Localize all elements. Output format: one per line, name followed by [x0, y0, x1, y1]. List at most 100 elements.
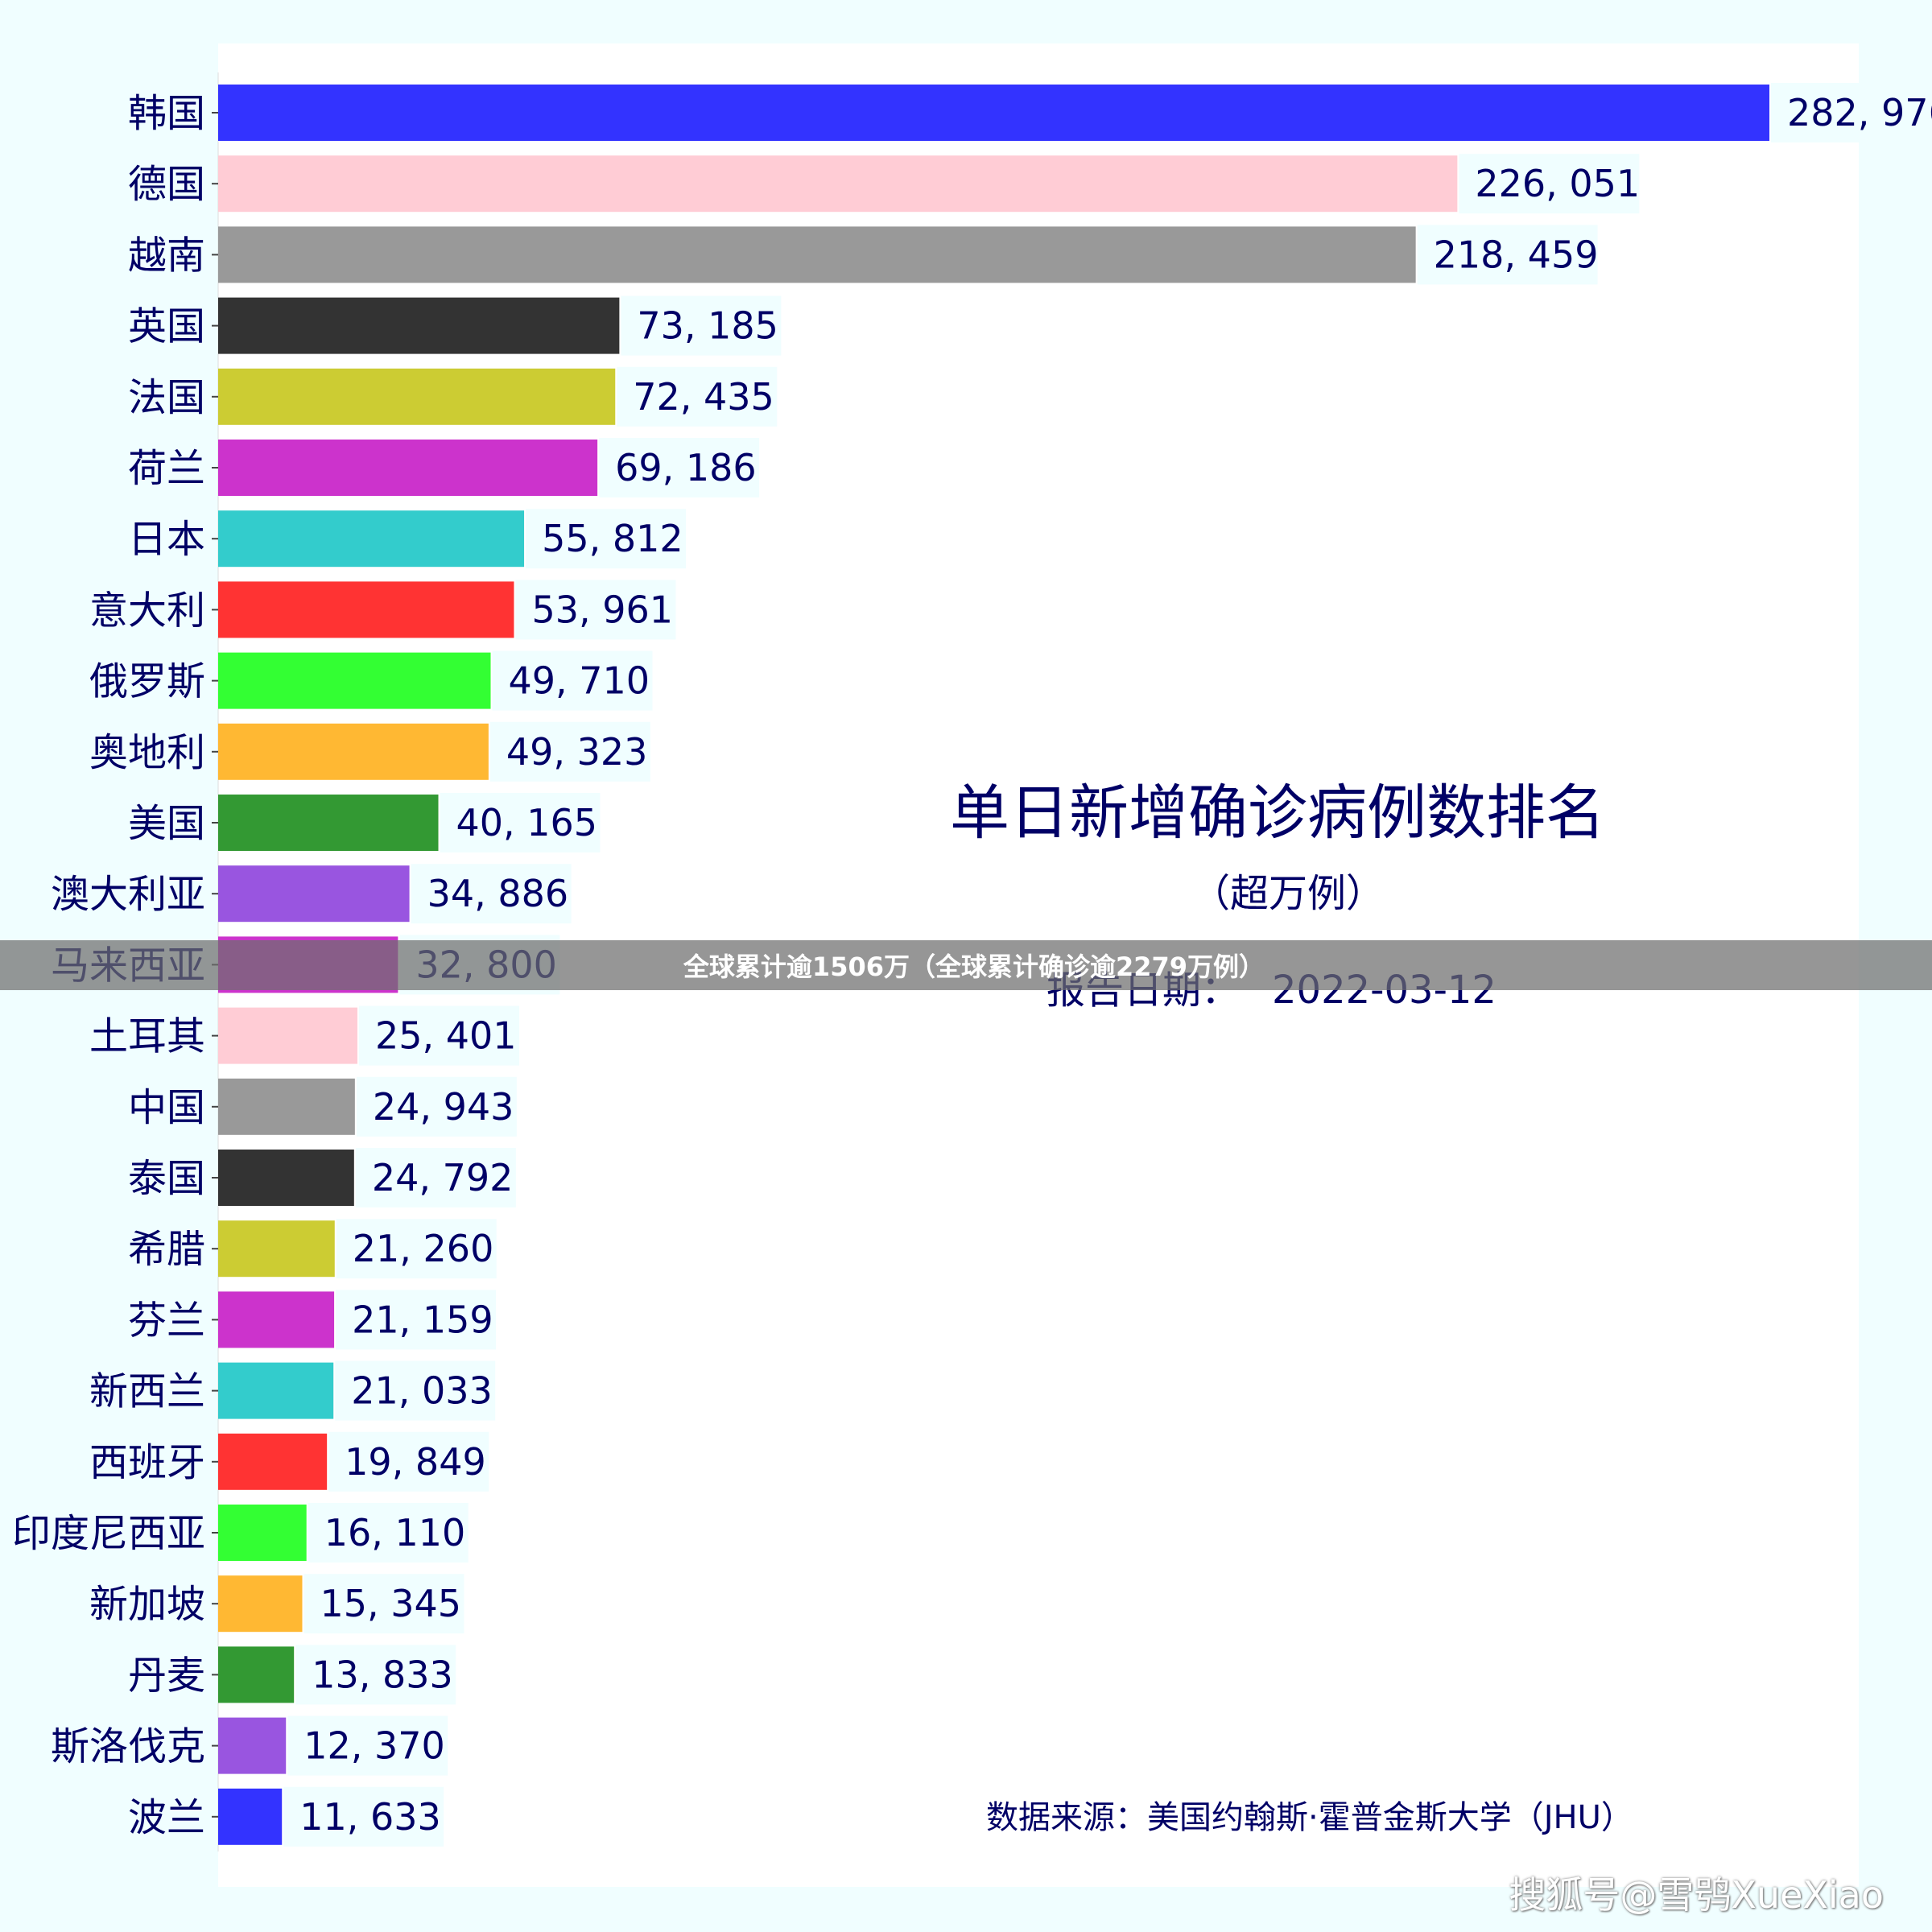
category-label: 德国 — [128, 162, 205, 207]
value-label: 49, 323 — [506, 730, 648, 774]
value-label-background — [440, 793, 601, 852]
bar — [218, 1717, 287, 1774]
category-label: 日本 — [128, 517, 205, 562]
value-label-background — [492, 650, 653, 711]
bar — [218, 1646, 295, 1703]
bar — [218, 1362, 334, 1419]
value-label: 53, 961 — [531, 588, 673, 631]
category-label: 意大利 — [89, 588, 205, 633]
bar — [218, 226, 1416, 283]
value-label: 16, 110 — [324, 1511, 466, 1554]
bar — [218, 581, 514, 638]
category-label: 土耳其 — [89, 1014, 205, 1059]
value-label: 21, 159 — [352, 1298, 493, 1341]
value-label-background — [515, 580, 676, 640]
value-label-background — [356, 1076, 517, 1137]
value-label: 25, 401 — [375, 1014, 517, 1058]
bar — [218, 1220, 335, 1278]
bar — [218, 1505, 307, 1561]
value-label-background — [411, 864, 572, 924]
category-label: 越南 — [128, 233, 205, 278]
value-label: 218, 459 — [1434, 233, 1599, 276]
bar — [218, 1788, 283, 1845]
category-label: 泰国 — [128, 1156, 205, 1201]
caption-text: 全球累计逾1506万（全球累计确诊逾2279万例） — [683, 952, 1265, 982]
bar — [218, 1575, 303, 1633]
category-label: 法国 — [128, 375, 205, 420]
value-label-background — [358, 1005, 519, 1066]
category-label: 美国 — [128, 801, 205, 846]
bar — [218, 1007, 357, 1064]
bar — [218, 1291, 335, 1348]
value-label-background — [335, 1360, 496, 1421]
watermark: 搜狐号@雪鸮XueXiao — [1509, 1873, 1884, 1917]
value-label-background — [336, 1219, 497, 1279]
value-label-background — [336, 1290, 497, 1350]
category-label: 中国 — [128, 1085, 205, 1130]
value-label: 21, 260 — [353, 1227, 494, 1270]
value-label-background — [295, 1645, 456, 1705]
value-label: 11, 633 — [299, 1795, 441, 1839]
value-label-background — [308, 1503, 469, 1563]
bar — [218, 155, 1458, 213]
bar — [218, 1433, 328, 1490]
value-label-background — [1417, 225, 1598, 285]
bar — [218, 865, 410, 923]
value-label: 24, 943 — [373, 1085, 514, 1129]
value-label: 19, 849 — [345, 1440, 486, 1484]
category-label: 英国 — [128, 304, 205, 349]
data-source: 数据来源：美国约翰斯·霍普金斯大学（JHU） — [986, 1799, 1633, 1836]
category-label: 西班牙 — [89, 1440, 205, 1485]
category-label: 俄罗斯 — [89, 659, 205, 704]
category-label: 韩国 — [128, 91, 205, 136]
value-label: 13, 833 — [312, 1653, 453, 1696]
value-label: 15, 345 — [320, 1582, 461, 1625]
value-label-background — [328, 1431, 489, 1492]
value-label: 55, 812 — [542, 517, 683, 560]
value-label: 34, 886 — [427, 872, 569, 915]
category-label: 澳大利亚 — [51, 872, 205, 917]
value-label-background — [287, 1715, 448, 1776]
bar — [218, 297, 620, 354]
value-label-background — [489, 721, 650, 782]
bar — [218, 85, 1769, 141]
category-label: 希腊 — [128, 1227, 205, 1272]
caption-bar: 全球累计逾1506万（全球累计确诊逾2279万例） — [0, 940, 1932, 990]
category-label: 波兰 — [128, 1795, 205, 1840]
chart-subtitle: （超万例） — [1191, 871, 1385, 916]
value-label: 24, 792 — [372, 1156, 514, 1199]
bar — [218, 368, 616, 425]
bar — [218, 652, 491, 709]
bar — [218, 1078, 355, 1135]
bar — [218, 1150, 354, 1206]
value-label-background — [303, 1574, 464, 1634]
category-label: 印度尼西亚 — [12, 1511, 205, 1556]
value-label: 12, 370 — [303, 1724, 445, 1768]
category-label: 新西兰 — [89, 1369, 205, 1414]
value-label: 72, 435 — [633, 375, 774, 419]
bar — [218, 440, 598, 496]
value-label: 40, 165 — [456, 801, 598, 844]
category-label: 斯洛伐克 — [51, 1724, 205, 1769]
category-label: 丹麦 — [128, 1653, 205, 1698]
value-label-background — [617, 366, 778, 427]
value-label-background — [1459, 154, 1640, 214]
value-label-background — [621, 295, 782, 356]
value-label-background — [1771, 83, 1932, 142]
value-label: 49, 710 — [509, 659, 650, 703]
value-label-background — [526, 509, 687, 569]
value-label-background — [355, 1148, 516, 1208]
bar — [218, 510, 525, 568]
value-label: 69, 186 — [615, 446, 757, 489]
value-label: 21, 033 — [351, 1369, 493, 1413]
category-label: 芬兰 — [128, 1298, 205, 1343]
category-label: 荷兰 — [128, 446, 205, 491]
value-label: 73, 185 — [637, 304, 778, 348]
chart-title: 单日新增确诊病例数排名 — [950, 778, 1605, 848]
category-label: 奥地利 — [89, 730, 205, 775]
value-label: 282, 976 — [1787, 91, 1932, 134]
category-label: 新加坡 — [89, 1582, 205, 1627]
value-label-background — [283, 1786, 444, 1847]
bar — [218, 723, 489, 780]
